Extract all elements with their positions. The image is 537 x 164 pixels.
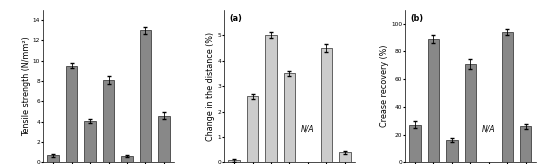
Bar — [66, 66, 77, 162]
Bar — [228, 160, 240, 162]
Y-axis label: Crease recovery (%): Crease recovery (%) — [380, 45, 389, 127]
Bar — [284, 73, 295, 162]
Bar — [427, 39, 439, 162]
Bar — [47, 155, 59, 162]
Bar — [121, 156, 133, 162]
Bar — [321, 48, 332, 162]
Bar — [265, 35, 277, 162]
Bar — [158, 116, 170, 162]
Bar — [103, 80, 114, 162]
Bar — [247, 96, 258, 162]
Bar — [84, 121, 96, 162]
Y-axis label: Tensile strength (N/mm²): Tensile strength (N/mm²) — [21, 36, 31, 136]
Text: (a): (a) — [229, 14, 242, 23]
Bar — [465, 64, 476, 162]
Text: N/A: N/A — [482, 124, 496, 133]
Bar — [446, 140, 458, 162]
Bar — [409, 125, 420, 162]
Bar — [339, 152, 351, 162]
Text: N/A: N/A — [301, 124, 315, 133]
Bar — [140, 30, 151, 162]
Y-axis label: Change in the distance (%): Change in the distance (%) — [206, 31, 215, 141]
Bar — [520, 126, 532, 162]
Bar — [502, 32, 513, 162]
Text: (b): (b) — [410, 14, 423, 23]
